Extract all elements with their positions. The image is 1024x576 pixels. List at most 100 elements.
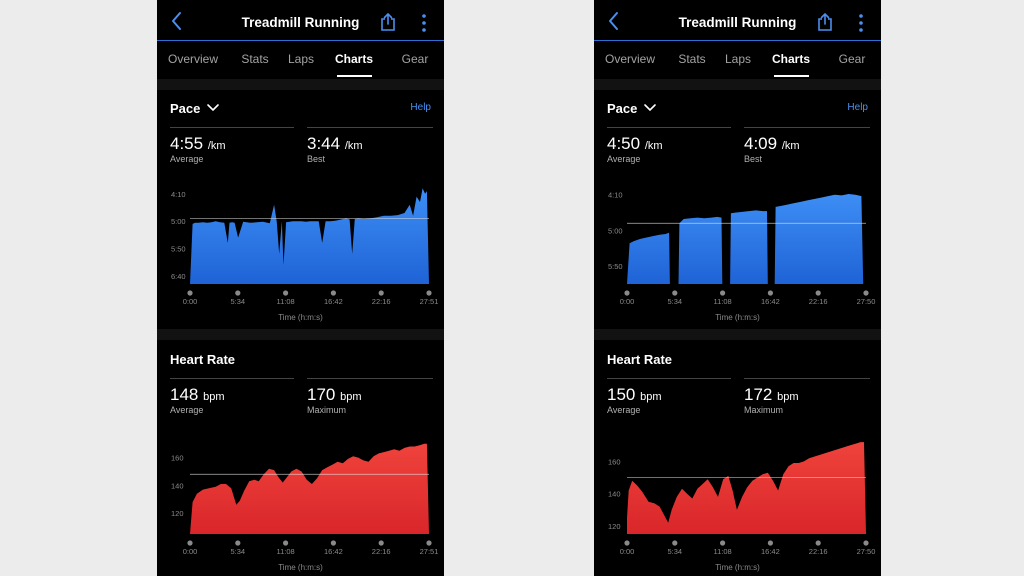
x-axis-title: Time (h:m:s) xyxy=(278,313,323,322)
hr-maximum-number: 172 xyxy=(744,385,773,404)
pace-average-label: Average xyxy=(170,154,204,164)
share-icon[interactable] xyxy=(815,12,835,32)
x-axis-title: Time (h:m:s) xyxy=(715,313,760,322)
x-tick-label: 27:50 xyxy=(857,547,876,556)
y-tick-label: 120 xyxy=(608,522,621,531)
stat-divider xyxy=(607,378,731,379)
pace-unit: /km xyxy=(207,140,226,152)
x-tick-dot xyxy=(624,290,630,296)
y-tick-label: 5:00 xyxy=(608,226,623,235)
pace-title[interactable]: Pace xyxy=(607,101,638,116)
pace-average-number: 4:55 xyxy=(170,134,204,153)
hr-unit: bpm xyxy=(340,391,362,403)
pace-average-value: 4:50 /km xyxy=(607,134,663,154)
x-tick-label: 11:08 xyxy=(713,297,731,306)
stat-divider xyxy=(307,378,433,379)
pace-best-label: Best xyxy=(744,154,763,164)
x-tick-dot xyxy=(283,540,289,546)
tab-gear[interactable]: Gear xyxy=(401,52,429,66)
y-tick-label: 5:00 xyxy=(171,217,186,226)
x-tick-label: 5:34 xyxy=(230,547,245,556)
pace-title[interactable]: Pace xyxy=(170,101,201,116)
heart-rate-title: Heart Rate xyxy=(607,352,673,367)
tab-stats[interactable]: Stats xyxy=(241,52,269,66)
help-link[interactable]: Help xyxy=(847,102,868,113)
x-tick-label: 16:42 xyxy=(324,297,343,306)
pace-best-number: 4:09 xyxy=(744,134,778,153)
tab-laps[interactable]: Laps xyxy=(287,52,315,66)
pace-area-series xyxy=(190,188,429,284)
x-axis-title: Time (h:m:s) xyxy=(278,563,323,572)
hr-maximum-label: Maximum xyxy=(307,405,347,415)
x-tick-dot xyxy=(624,540,630,546)
x-tick-label: 5:34 xyxy=(230,297,245,306)
tab-charts[interactable]: Charts xyxy=(334,52,374,66)
x-tick-dot xyxy=(767,290,773,296)
hr-average-number: 150 xyxy=(607,385,636,404)
pace-chart[interactable]: 4:10 5:00 5:50 6:40 0:00 5:34 11:08 16:42 22:16 2… xyxy=(157,180,444,310)
tab-overview[interactable]: Overview xyxy=(167,52,219,66)
share-icon[interactable] xyxy=(378,12,398,32)
tab-laps[interactable]: Laps xyxy=(724,52,752,66)
heart-rate-chart[interactable]: 120 140 160 0:00 5:34 11:08 16:42 22:16 27:51 xyxy=(157,430,444,560)
x-tick-dot xyxy=(187,540,193,546)
phone-screen-left: Treadmill Running Overview Stats Laps Ch… xyxy=(157,0,444,576)
chevron-left-icon[interactable] xyxy=(604,10,624,32)
pace-average-value: 4:55 /km xyxy=(170,134,226,154)
y-tick-label: 140 xyxy=(608,490,621,499)
header-divider xyxy=(157,40,444,41)
tab-overview[interactable]: Overview xyxy=(604,52,656,66)
stat-divider xyxy=(170,127,294,128)
hr-average-label: Average xyxy=(170,405,204,415)
x-tick-dot xyxy=(330,540,336,546)
stat-divider xyxy=(744,127,870,128)
x-tick-label: 0:00 xyxy=(620,297,635,306)
active-tab-indicator xyxy=(337,75,372,77)
tab-stats[interactable]: Stats xyxy=(678,52,706,66)
heart-rate-chart[interactable]: 120 140 160 0:00 5:34 11:08 16:42 22:16 27:50 xyxy=(594,430,881,560)
x-tick-label: 11:08 xyxy=(276,297,294,306)
page-title: Treadmill Running xyxy=(241,15,360,30)
x-tick-dot xyxy=(815,290,821,296)
y-tick-label: 160 xyxy=(171,454,184,463)
stat-divider xyxy=(307,127,433,128)
more-vertical-icon[interactable] xyxy=(852,13,870,33)
heart-rate-area-series xyxy=(190,443,429,534)
x-tick-dot xyxy=(235,290,241,296)
pace-average-number: 4:50 xyxy=(607,134,641,153)
pace-unit: /km xyxy=(644,140,663,152)
x-tick-dot xyxy=(330,290,336,296)
x-tick-label: 5:34 xyxy=(667,547,682,556)
hr-average-number: 148 xyxy=(170,385,199,404)
section-divider xyxy=(157,79,444,90)
tab-gear[interactable]: Gear xyxy=(838,52,866,66)
x-tick-label: 11:08 xyxy=(276,547,294,556)
active-tab-indicator xyxy=(774,75,809,77)
chevron-down-icon[interactable] xyxy=(206,103,220,113)
chevron-down-icon[interactable] xyxy=(643,103,657,113)
x-tick-label: 27:51 xyxy=(420,297,439,306)
hr-maximum-label: Maximum xyxy=(744,405,784,415)
x-tick-dot xyxy=(767,540,773,546)
chevron-left-icon[interactable] xyxy=(167,10,187,32)
x-tick-dot xyxy=(863,290,869,296)
help-link[interactable]: Help xyxy=(410,102,431,113)
x-tick-label: 22:16 xyxy=(372,297,391,306)
hr-unit: bpm xyxy=(640,391,662,403)
tab-charts[interactable]: Charts xyxy=(771,52,811,66)
hr-average-value: 148 bpm xyxy=(170,385,225,405)
pace-unit: /km xyxy=(781,140,800,152)
heart-rate-title: Heart Rate xyxy=(170,352,236,367)
y-tick-label: 4:10 xyxy=(608,191,623,200)
pace-average-label: Average xyxy=(607,154,641,164)
x-tick-dot xyxy=(672,290,678,296)
pace-chart[interactable]: 4:10 5:00 5:50 0:00 5:34 11:08 16:42 22:16 27:50 xyxy=(594,180,881,310)
x-axis-title: Time (h:m:s) xyxy=(715,563,760,572)
hr-maximum-number: 170 xyxy=(307,385,336,404)
more-vertical-icon[interactable] xyxy=(415,13,433,33)
hr-unit: bpm xyxy=(777,391,799,403)
y-tick-label: 120 xyxy=(171,509,184,518)
x-tick-label: 22:16 xyxy=(809,547,828,556)
x-tick-label: 0:00 xyxy=(620,547,635,556)
hr-maximum-value: 172 bpm xyxy=(744,385,799,405)
